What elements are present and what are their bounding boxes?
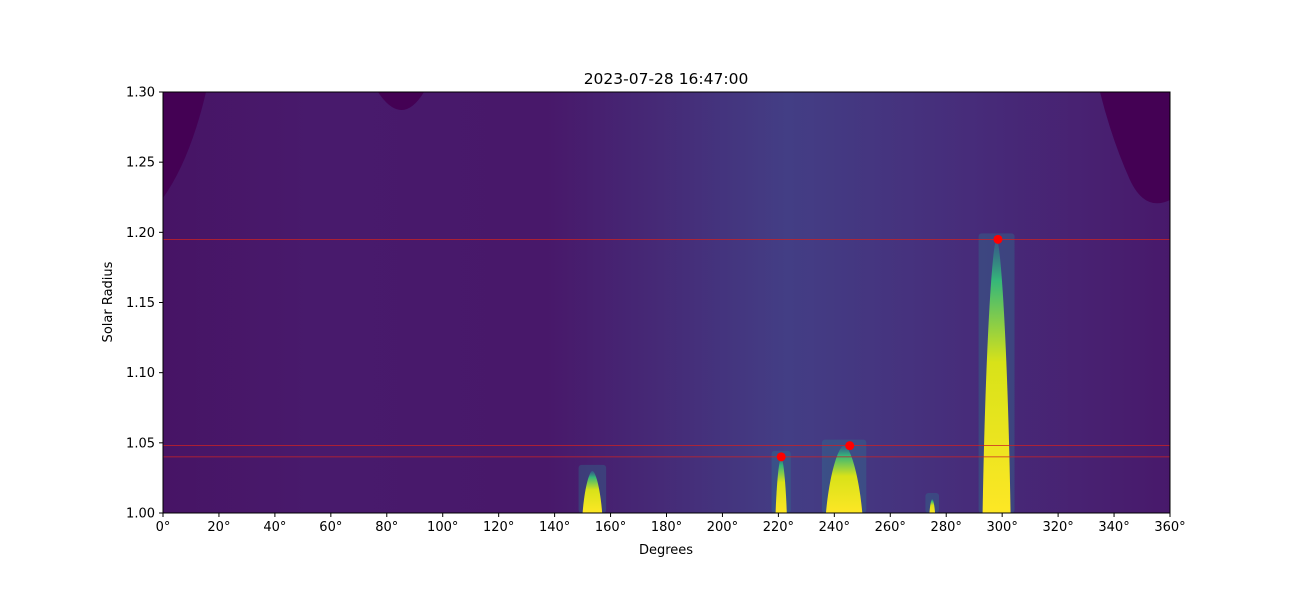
dark-corner-right [1100, 92, 1170, 204]
y-tick-label: 1.10 [126, 366, 155, 381]
x-tick-label: 60° [319, 520, 342, 535]
marker-point [845, 441, 855, 451]
x-tick-label: 200° [707, 520, 738, 535]
x-tick-label: 340° [1098, 520, 1129, 535]
bright-feature [982, 239, 1011, 513]
x-tick-label: 320° [1042, 520, 1073, 535]
x-tick-label: 300° [987, 520, 1018, 535]
bright-feature [825, 445, 863, 513]
y-tick-label: 1.00 [126, 507, 155, 522]
bright-feature [775, 456, 787, 513]
dark-corner-left [163, 92, 206, 198]
heatmap-background [163, 92, 1170, 513]
x-tick-label: 260° [875, 520, 906, 535]
bright-feature [582, 470, 603, 513]
x-axis-label: Degrees [639, 543, 693, 558]
x-tick-label: 220° [763, 520, 794, 535]
x-tick-label: 80° [375, 520, 398, 535]
x-tick-label: 160° [595, 520, 626, 535]
marker-point [993, 234, 1003, 244]
x-tick-label: 20° [207, 520, 230, 535]
x-tick-label: 240° [819, 520, 850, 535]
x-tick-label: 280° [931, 520, 962, 535]
y-axis-label: Solar Radius [101, 261, 116, 342]
plot-area [163, 92, 1170, 513]
dark-corner-top [378, 92, 424, 110]
y-tick-label: 1.15 [126, 296, 155, 311]
y-tick-label: 1.30 [126, 86, 155, 101]
chart-title: 2023-07-28 16:47:00 [584, 70, 749, 88]
x-tick-label: 140° [539, 520, 570, 535]
x-tick-label: 0° [156, 520, 171, 535]
y-tick-label: 1.25 [126, 156, 155, 171]
x-axis: 0° 20° 40° 60° 80° 100° 120° 140° 160° 180° 200° 22… [156, 513, 1186, 535]
bright-features [578, 233, 1015, 513]
y-tick-label: 1.05 [126, 436, 155, 451]
x-tick-label: 180° [651, 520, 682, 535]
x-tick-label: 40° [263, 520, 286, 535]
x-tick-label: 360° [1154, 520, 1185, 535]
y-axis: 1.00 1.05 1.10 1.15 1.20 1.25 1.30 [126, 86, 163, 522]
marker-point [776, 452, 786, 462]
bright-feature [929, 498, 936, 513]
y-tick-label: 1.20 [126, 226, 155, 241]
markers [776, 234, 1003, 462]
x-tick-label: 120° [483, 520, 514, 535]
x-tick-label: 100° [427, 520, 458, 535]
